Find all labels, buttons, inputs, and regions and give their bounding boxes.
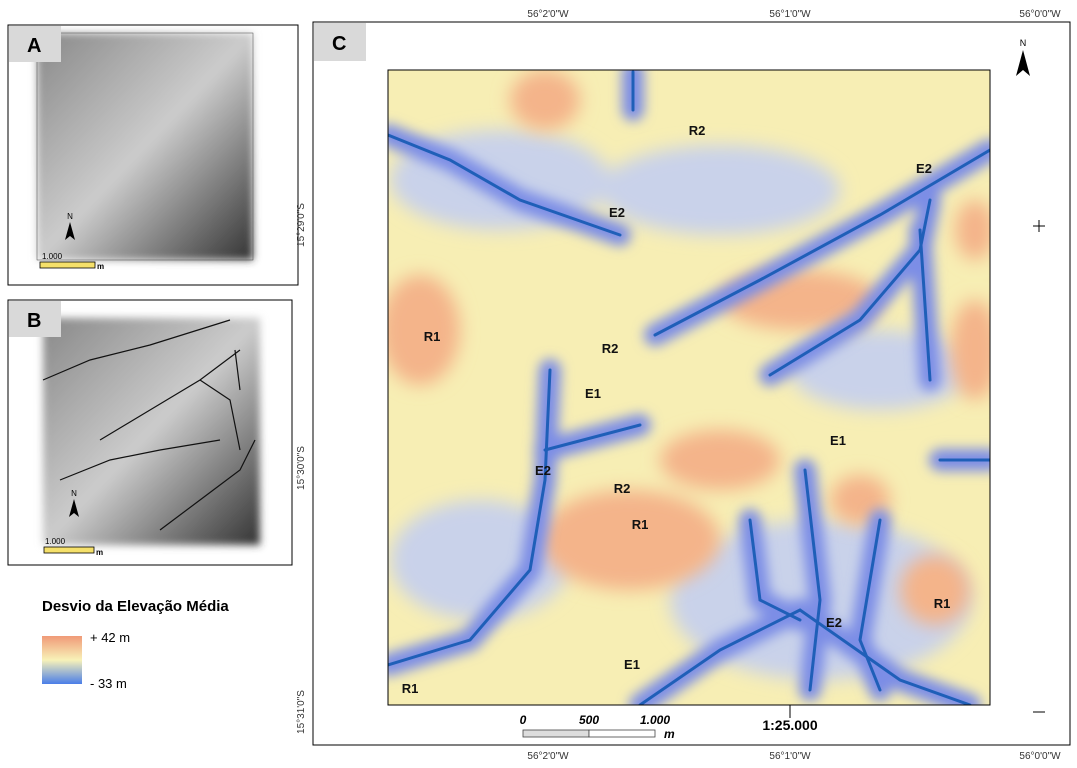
map-label: E2: [535, 463, 551, 478]
coord-label: 15°29'0"S: [296, 203, 307, 247]
panel-a: A N 1.000 m: [8, 25, 298, 285]
scale-unit: m: [664, 727, 675, 741]
north-label: N: [67, 212, 73, 221]
map-label: R1: [424, 329, 441, 344]
legend: Desvio da Elevação Média + 42 m - 33 m: [42, 598, 229, 691]
coord-label: 56°0'0"W: [1019, 751, 1061, 762]
coord-label: 56°2'0"W: [527, 751, 569, 762]
map-label: E2: [609, 205, 625, 220]
north-label: N: [1020, 38, 1027, 48]
panel-b: B N 1.000 m: [8, 300, 292, 565]
coord-label: 56°0'0"W: [1019, 9, 1061, 20]
map-label: R1: [934, 596, 951, 611]
scale-unit: m: [96, 548, 103, 557]
panel-c: R2 E2 E2 R1 R2 E1 E1 E2 R2 R1 R1 E2 E1 R1 C N 56°2'0"…: [296, 9, 1070, 762]
legend-title: Desvio da Elevação Média: [42, 598, 229, 615]
map-label: R2: [614, 481, 631, 496]
coord-label: 15°30'0"S: [296, 446, 307, 490]
scale-label: 1.000: [42, 252, 63, 261]
map-label: R1: [632, 517, 649, 532]
legend-max: + 42 m: [90, 630, 130, 645]
scale-tick: 0: [520, 713, 527, 727]
map-label: E1: [830, 433, 846, 448]
map-label: E1: [624, 657, 640, 672]
coord-label: 15°31'0"S: [296, 690, 307, 734]
map-label: R1: [402, 681, 419, 696]
scale-unit: m: [97, 262, 104, 271]
coord-label: 56°1'0"W: [769, 751, 811, 762]
scale-label: 1.000: [45, 537, 66, 546]
map-label: E1: [585, 386, 601, 401]
map-label: R2: [689, 123, 706, 138]
panel-label: C: [332, 33, 346, 55]
north-label: N: [71, 489, 77, 498]
scale-tick: 1.000: [640, 713, 670, 727]
panel-label: A: [27, 35, 41, 57]
scale-tick: 500: [579, 713, 599, 727]
map-label: E2: [916, 161, 932, 176]
panel-label: B: [27, 310, 41, 332]
coord-label: 56°2'0"W: [527, 9, 569, 20]
figure: A N 1.000 m B N 1.000 m Desvio da Elevaç…: [0, 0, 1077, 763]
deviation-map: R2 E2 E2 R1 R2 E1 E1 E2 R2 R1 R1 E2 E1 R1: [380, 70, 1000, 705]
scale-ratio: 1:25.000: [762, 717, 817, 733]
map-label: R2: [602, 341, 619, 356]
coord-label: 56°1'0"W: [769, 9, 811, 20]
map-label: E2: [826, 615, 842, 630]
legend-min: - 33 m: [90, 676, 127, 691]
